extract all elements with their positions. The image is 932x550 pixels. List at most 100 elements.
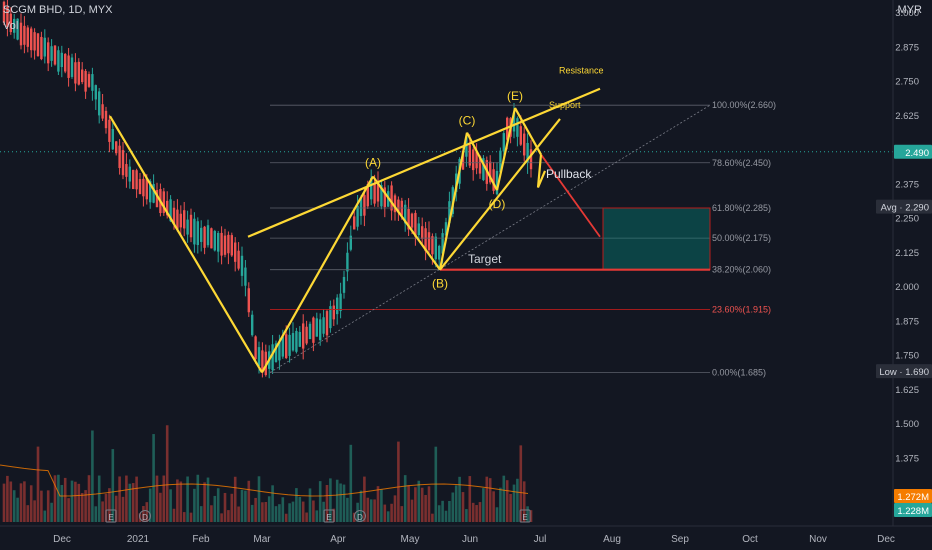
candle-body: [495, 170, 499, 195]
candle-body: [441, 233, 444, 254]
fib-trend-line: [269, 104, 711, 373]
candle-body: [179, 213, 182, 228]
volume-bar: [516, 478, 519, 522]
volume-bar: [512, 484, 516, 522]
volume-bar: [397, 441, 400, 522]
fib-level-label: 23.60%(1.915): [712, 304, 771, 314]
candle-body: [339, 293, 342, 312]
volume-bar: [376, 486, 380, 522]
fib-level-label: 100.00%(2.660): [712, 100, 776, 110]
price-tick-label: 2.875: [895, 42, 919, 53]
volume-bar: [247, 480, 251, 522]
volume-bar: [57, 474, 60, 522]
time-tick-label: Jul: [534, 534, 547, 545]
candle-body: [274, 343, 278, 362]
volume-bar: [400, 506, 404, 522]
volume-bar: [159, 492, 162, 522]
volume-bar: [142, 506, 145, 522]
candle-body: [149, 181, 152, 203]
volume-bar: [2, 483, 6, 522]
wave-segment: [495, 107, 517, 191]
volume-bar: [128, 483, 132, 522]
event-marker: E: [323, 509, 335, 523]
candle-body: [138, 179, 142, 195]
candle-body: [244, 267, 247, 286]
volume-bar: [43, 510, 47, 522]
candle-body: [77, 61, 80, 85]
volume-bar: [213, 495, 217, 522]
candle-body: [366, 184, 369, 207]
candle-body: [431, 236, 434, 255]
volume-bar: [186, 476, 189, 522]
annotation-text: Support: [549, 100, 581, 110]
volume-bar: [196, 474, 200, 522]
candle-body: [492, 169, 495, 191]
candle-body: [302, 323, 305, 349]
candle-body: [53, 45, 57, 65]
volume-bar: [216, 488, 220, 522]
volume-bar: [36, 446, 40, 522]
volume-bar: [114, 495, 118, 522]
price-tick-label: 3.000: [895, 8, 919, 19]
candle-body: [227, 234, 230, 254]
candlesticks: [2, 0, 533, 379]
fib-level-label: 38.20%(2.060): [712, 265, 771, 275]
candle-body: [87, 74, 91, 87]
volume-bar: [431, 513, 434, 522]
volume-bar: [335, 479, 339, 522]
volume-bar: [101, 501, 104, 522]
volume-bar: [26, 505, 30, 522]
time-tick-label: May: [401, 534, 420, 545]
time-tick-label: Sep: [671, 534, 689, 545]
volume-bar: [492, 491, 495, 522]
volume-bar: [172, 508, 176, 522]
volume-bar: [152, 434, 155, 522]
candle-body: [142, 178, 145, 197]
candle-body: [363, 195, 366, 216]
candle-body: [6, 6, 9, 28]
candle-body: [523, 133, 526, 156]
volume-bar: [393, 495, 397, 522]
candle-body: [2, 1, 6, 23]
time-tick-label: Aug: [603, 534, 621, 545]
volume-bar: [108, 488, 111, 522]
volume-bar: [162, 475, 166, 522]
candle-body: [186, 219, 189, 235]
volume-bar: [417, 480, 421, 522]
volume-bar: [29, 485, 33, 522]
candle-body: [359, 197, 363, 217]
volume-bar: [257, 476, 261, 522]
candle-body: [261, 350, 264, 371]
volume-bar: [288, 503, 291, 522]
currency-label: MYR: [897, 4, 922, 16]
candle-body: [393, 195, 397, 213]
candle-body: [98, 91, 101, 116]
candle-body: [278, 341, 281, 361]
candle-body: [135, 170, 138, 190]
candle-body: [489, 161, 492, 183]
candle-body: [305, 326, 308, 344]
volume-bar: [444, 510, 448, 522]
wave-segment: [261, 175, 374, 374]
candle-body: [526, 142, 529, 163]
volume-bar: [448, 500, 451, 522]
candle-body: [104, 110, 108, 129]
volume-bar: [526, 506, 529, 522]
candle-body: [251, 314, 254, 336]
volume-bar: [264, 502, 268, 522]
wave-label: (E): [507, 89, 523, 103]
volume-bar: [465, 509, 468, 522]
volume-bar: [468, 476, 472, 522]
candle-body: [257, 347, 261, 366]
volume-bar: [420, 487, 424, 522]
candle-body: [319, 319, 322, 341]
volume-bar: [84, 490, 87, 522]
volume-bar: [471, 502, 475, 522]
volume-bar: [244, 490, 247, 522]
candle-body: [322, 317, 325, 334]
candle-body: [461, 150, 465, 170]
volume-bar: [424, 494, 427, 522]
wave-label: (B): [432, 277, 448, 291]
candle-body: [33, 32, 36, 51]
